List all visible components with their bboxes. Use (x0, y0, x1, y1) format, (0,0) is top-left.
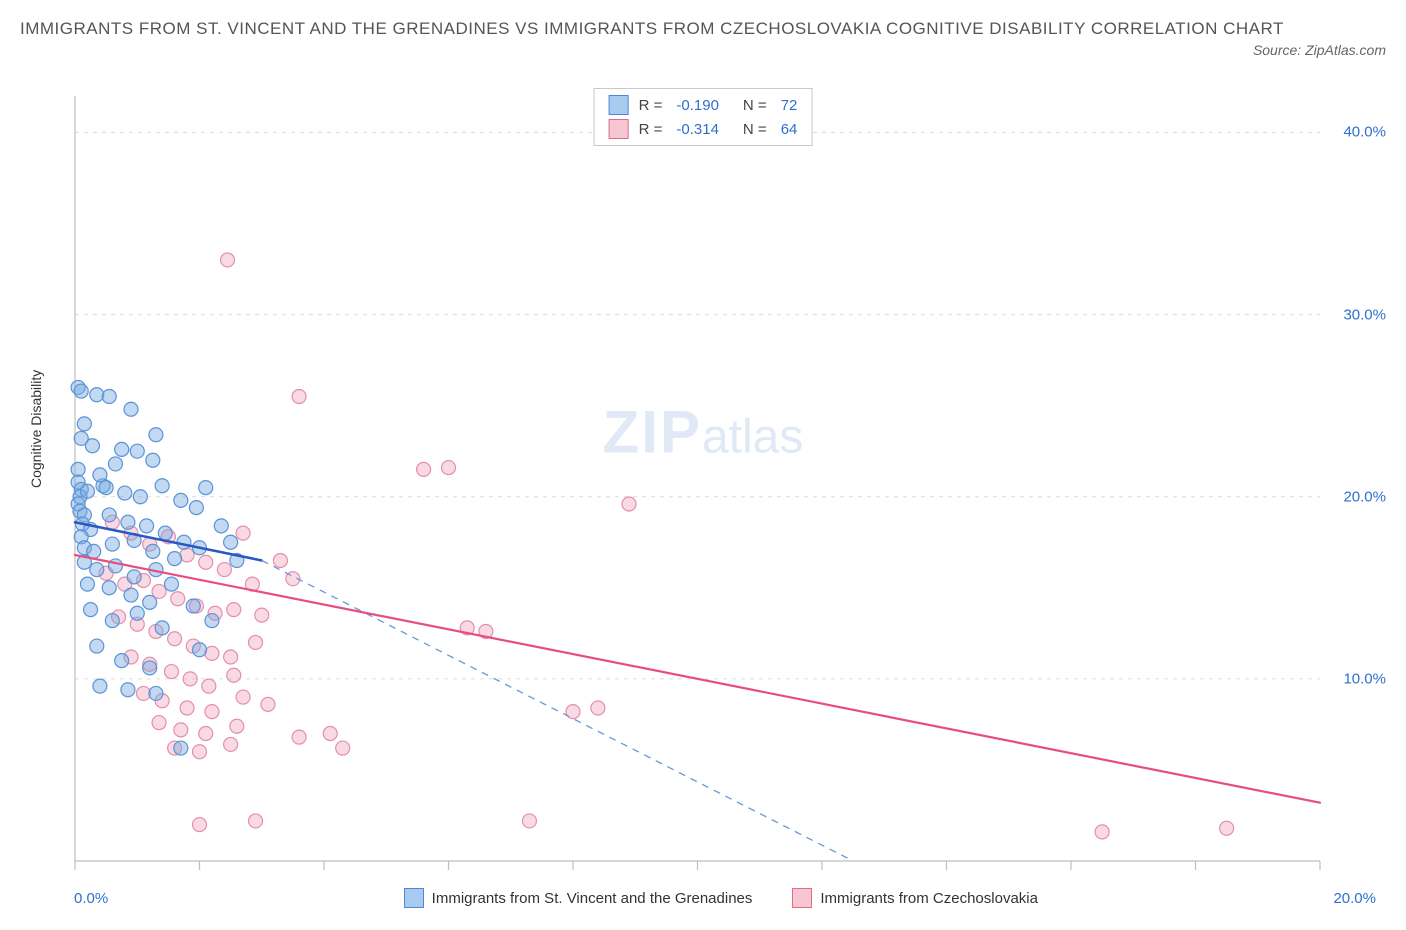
chart-title: IMMIGRANTS FROM ST. VINCENT AND THE GREN… (20, 14, 1386, 45)
y-tick-label: 10.0% (1343, 670, 1386, 687)
x-axis-min-label: 0.0% (74, 890, 108, 907)
x-axis-max-label: 20.0% (1333, 890, 1376, 907)
n-label: N = (743, 97, 767, 114)
legend-item-label: Immigrants from Czechoslovakia (820, 890, 1038, 907)
n-label: N = (743, 121, 767, 138)
r-label: R = (639, 97, 663, 114)
legend-row: R = -0.314 N = 64 (595, 117, 812, 141)
legend-row: R = -0.190 N = 72 (595, 93, 812, 117)
y-axis-title: Cognitive Disability (28, 370, 44, 488)
scatter-chart (20, 88, 1386, 908)
legend-item: Immigrants from St. Vincent and the Gren… (404, 888, 753, 908)
legend-swatch-pink (609, 119, 629, 139)
series-legend: 0.0% Immigrants from St. Vincent and the… (74, 888, 1376, 908)
r-value: -0.190 (676, 97, 719, 114)
legend-swatch-pink (792, 888, 812, 908)
n-value: 64 (781, 121, 798, 138)
legend-item: Immigrants from Czechoslovakia (792, 888, 1038, 908)
source-label: Source: ZipAtlas.com (1253, 42, 1386, 58)
chart-container: Cognitive Disability ZIPatlas R = -0.190… (20, 88, 1386, 908)
y-tick-label: 30.0% (1343, 306, 1386, 323)
legend-swatch-blue (404, 888, 424, 908)
r-value: -0.314 (676, 121, 719, 138)
n-value: 72 (781, 97, 798, 114)
legend-swatch-blue (609, 95, 629, 115)
y-tick-label: 20.0% (1343, 488, 1386, 505)
y-tick-label: 40.0% (1343, 124, 1386, 141)
correlation-legend: R = -0.190 N = 72 R = -0.314 N = 64 (594, 88, 813, 146)
r-label: R = (639, 121, 663, 138)
legend-item-label: Immigrants from St. Vincent and the Gren… (432, 890, 753, 907)
